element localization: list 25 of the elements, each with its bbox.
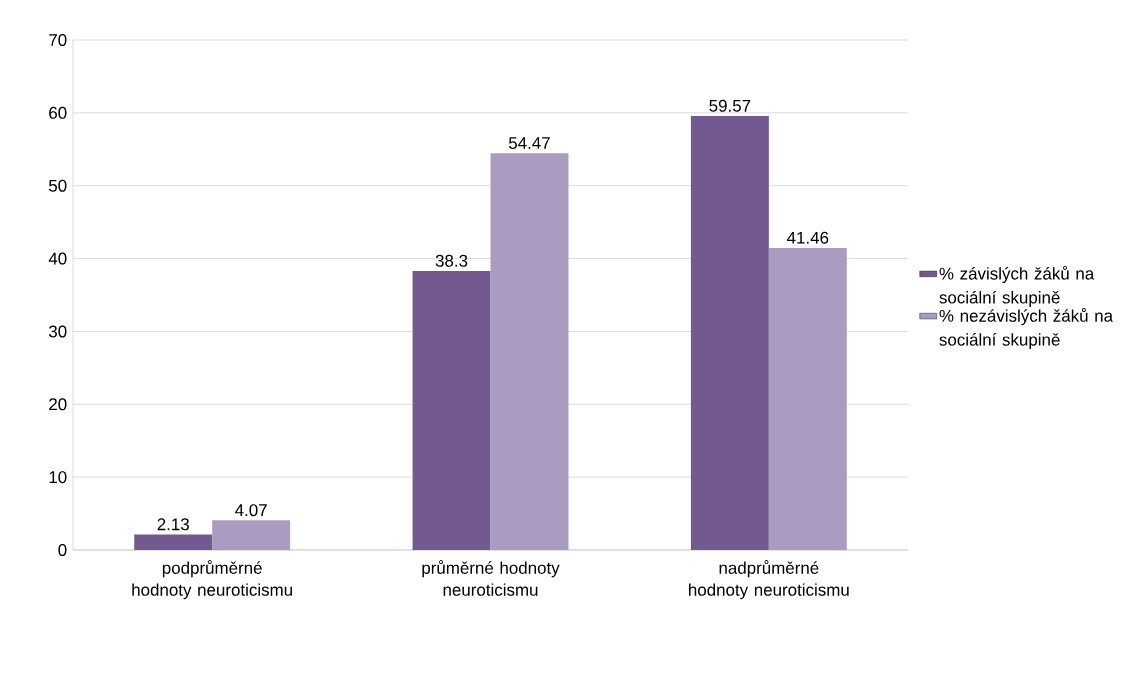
data-label: 54.47 <box>508 137 550 149</box>
legend-label: % nezávislých žáků na sociální skupině <box>939 307 1114 350</box>
y-tick-label: 20 <box>49 398 67 411</box>
bar <box>212 520 291 550</box>
bar <box>134 534 213 550</box>
x-tick-label: průměrné hodnoty neuroticismu <box>422 560 560 596</box>
y-tick-label: 40 <box>48 252 67 265</box>
y-tick-label: 10 <box>49 471 67 484</box>
y-tick-label: 30 <box>48 325 67 338</box>
x-tick-label: podprůměrné hodnoty neuroticismu <box>132 560 292 600</box>
y-tick-label: 60 <box>49 106 67 119</box>
data-label: 38.3 <box>435 254 468 267</box>
data-label: 2.13 <box>157 518 189 531</box>
data-label: 4.07 <box>235 504 267 517</box>
legend-label: % závislých žáků na sociální skupině <box>939 265 1095 307</box>
x-tick-label: nadprůměrné hodnoty neuroticismu <box>689 560 849 600</box>
data-label: 41.46 <box>787 231 829 244</box>
data-label: 59.57 <box>709 99 751 112</box>
bar <box>690 115 769 550</box>
bar <box>768 247 847 550</box>
y-tick-label: 70 <box>49 34 67 46</box>
y-tick-label: 0 <box>58 544 67 556</box>
bar <box>412 270 491 550</box>
bar <box>490 153 569 550</box>
y-tick-label: 50 <box>48 179 67 192</box>
